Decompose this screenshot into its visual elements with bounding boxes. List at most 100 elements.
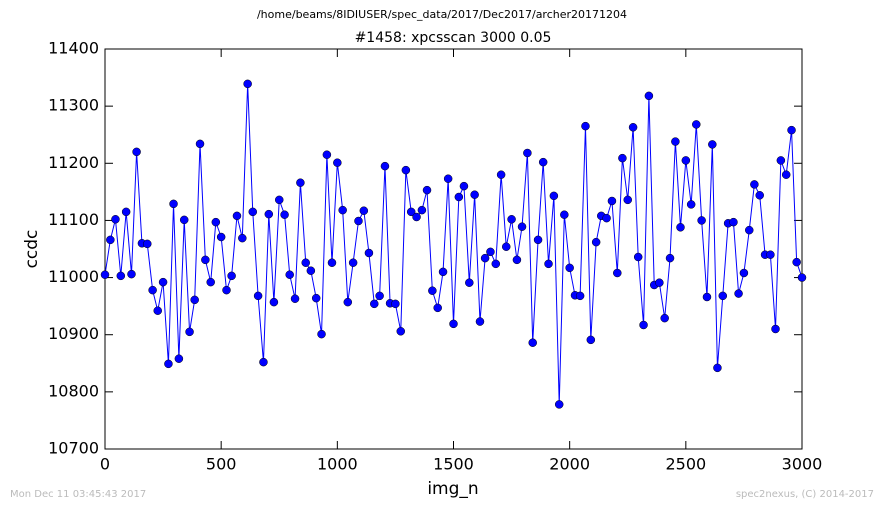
data-point (676, 223, 685, 232)
data-point (317, 329, 326, 339)
data-point (143, 239, 152, 249)
data-point (639, 320, 648, 330)
data-point (269, 297, 279, 307)
data-point (618, 153, 627, 163)
data-point (343, 297, 353, 307)
data-point (681, 156, 691, 165)
data-point (507, 215, 516, 224)
x-tick-label: 1000 (317, 455, 358, 474)
data-point (565, 263, 574, 273)
data-point (380, 161, 390, 171)
data-point (338, 205, 347, 215)
data-point (591, 237, 601, 247)
data-point (370, 299, 379, 309)
data-point (433, 303, 442, 313)
data-point (533, 235, 543, 245)
data-point (554, 400, 564, 409)
data-point (396, 327, 406, 336)
data-point (660, 313, 669, 323)
data-point (100, 270, 110, 279)
data-point (306, 266, 316, 275)
data-point (412, 212, 421, 222)
y-axis-label: ccdc (22, 230, 42, 269)
data-point (327, 258, 337, 267)
data-point (333, 158, 342, 167)
data-point (480, 253, 490, 263)
y-tick-label: 11200 (48, 153, 99, 172)
x-tick-label: 3000 (782, 455, 823, 474)
data-point (491, 259, 501, 269)
data-point (501, 242, 511, 251)
data-point (776, 156, 786, 165)
data-point (211, 217, 221, 227)
data-point (354, 216, 363, 226)
data-point (443, 174, 453, 183)
data-point (243, 79, 252, 89)
data-point (708, 140, 717, 149)
data-point (259, 357, 268, 367)
data-point (781, 170, 791, 179)
data-point (697, 216, 706, 225)
data-point (364, 248, 374, 258)
data-point (459, 181, 469, 191)
y-tick-label: 11100 (48, 210, 99, 229)
y-tick-label: 11400 (48, 39, 99, 58)
plot-frame (104, 48, 803, 450)
data-point (417, 205, 427, 215)
data-point (238, 233, 247, 243)
data-point (322, 150, 332, 159)
data-point (216, 232, 226, 242)
data-point (613, 268, 622, 278)
data-point (232, 211, 242, 221)
data-point (581, 121, 590, 131)
data-point (185, 327, 194, 337)
x-tick-label: 2500 (665, 455, 706, 474)
data-point (538, 157, 548, 167)
data-point (750, 180, 759, 189)
data-point (470, 190, 479, 199)
data-point (544, 259, 553, 269)
data-point (602, 213, 611, 223)
data-point (671, 137, 680, 146)
credit: spec2nexus, (C) 2014-2017 (736, 489, 874, 500)
data-point (633, 252, 643, 262)
data-point (655, 278, 664, 287)
data-point (301, 258, 310, 267)
data-point (739, 268, 749, 278)
data-point (359, 206, 369, 215)
data-point (702, 292, 712, 302)
data-point (454, 192, 464, 202)
data-point (190, 295, 199, 305)
y-tick-label: 11000 (48, 267, 99, 286)
data-point (401, 165, 411, 175)
data-point (422, 185, 432, 195)
data-point (111, 215, 120, 224)
data-point (755, 191, 764, 200)
data-point (787, 125, 796, 135)
data-point (169, 199, 178, 209)
data-point (248, 207, 258, 217)
data-point (686, 200, 696, 209)
data-point (486, 247, 495, 257)
data-point (406, 207, 416, 217)
data-point (797, 273, 807, 282)
data-point (560, 210, 569, 219)
y-tick-label: 10900 (48, 324, 99, 343)
data-point (607, 196, 617, 206)
data-point (275, 195, 284, 205)
data-point (174, 354, 184, 363)
data-point (227, 271, 236, 281)
data-point (623, 195, 632, 205)
data-point (132, 147, 141, 157)
data-point (528, 338, 537, 347)
suptitle: /home/beams/8IDIUSER/spec_data/2017/Dec2… (257, 8, 627, 21)
data-point (438, 267, 448, 277)
data-point (496, 170, 506, 179)
y-tick-label: 10700 (48, 439, 99, 458)
data-point (153, 306, 162, 315)
data-point (264, 209, 274, 219)
data-point (449, 319, 458, 329)
x-axis-label: img_n (427, 479, 478, 499)
data-line (104, 83, 803, 405)
